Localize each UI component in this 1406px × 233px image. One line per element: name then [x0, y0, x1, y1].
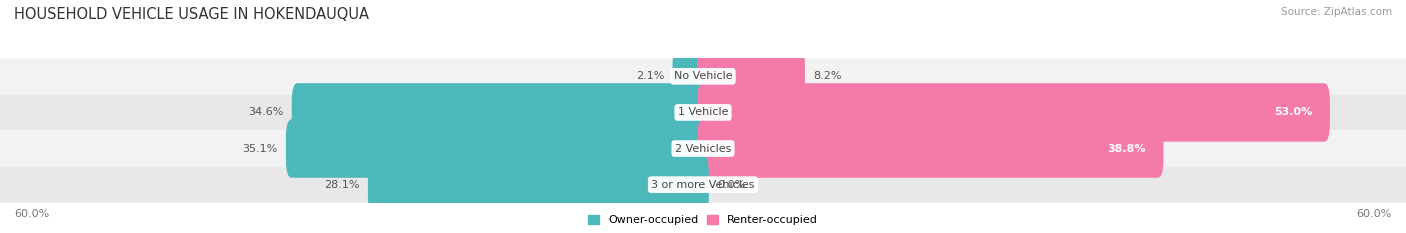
Text: 38.8%: 38.8%: [1108, 144, 1146, 154]
FancyBboxPatch shape: [0, 94, 1406, 130]
Text: 53.0%: 53.0%: [1274, 107, 1312, 117]
FancyBboxPatch shape: [697, 119, 1164, 178]
Text: 28.1%: 28.1%: [325, 180, 360, 190]
FancyBboxPatch shape: [697, 83, 1330, 142]
Text: 60.0%: 60.0%: [14, 209, 49, 219]
FancyBboxPatch shape: [0, 167, 1406, 203]
Text: Source: ZipAtlas.com: Source: ZipAtlas.com: [1281, 7, 1392, 17]
FancyBboxPatch shape: [0, 58, 1406, 94]
FancyBboxPatch shape: [285, 119, 709, 178]
FancyBboxPatch shape: [672, 47, 709, 106]
Text: 2 Vehicles: 2 Vehicles: [675, 144, 731, 154]
Text: HOUSEHOLD VEHICLE USAGE IN HOKENDAUQUA: HOUSEHOLD VEHICLE USAGE IN HOKENDAUQUA: [14, 7, 368, 22]
FancyBboxPatch shape: [0, 130, 1406, 167]
Text: 2.1%: 2.1%: [636, 71, 665, 81]
Text: 1 Vehicle: 1 Vehicle: [678, 107, 728, 117]
Text: 35.1%: 35.1%: [242, 144, 277, 154]
Legend: Owner-occupied, Renter-occupied: Owner-occupied, Renter-occupied: [588, 215, 818, 225]
Text: 60.0%: 60.0%: [1357, 209, 1392, 219]
Text: 8.2%: 8.2%: [813, 71, 842, 81]
FancyBboxPatch shape: [368, 155, 709, 214]
FancyBboxPatch shape: [292, 83, 709, 142]
FancyBboxPatch shape: [697, 47, 804, 106]
Text: 34.6%: 34.6%: [249, 107, 284, 117]
Text: 0.0%: 0.0%: [717, 180, 745, 190]
Text: 3 or more Vehicles: 3 or more Vehicles: [651, 180, 755, 190]
Text: No Vehicle: No Vehicle: [673, 71, 733, 81]
